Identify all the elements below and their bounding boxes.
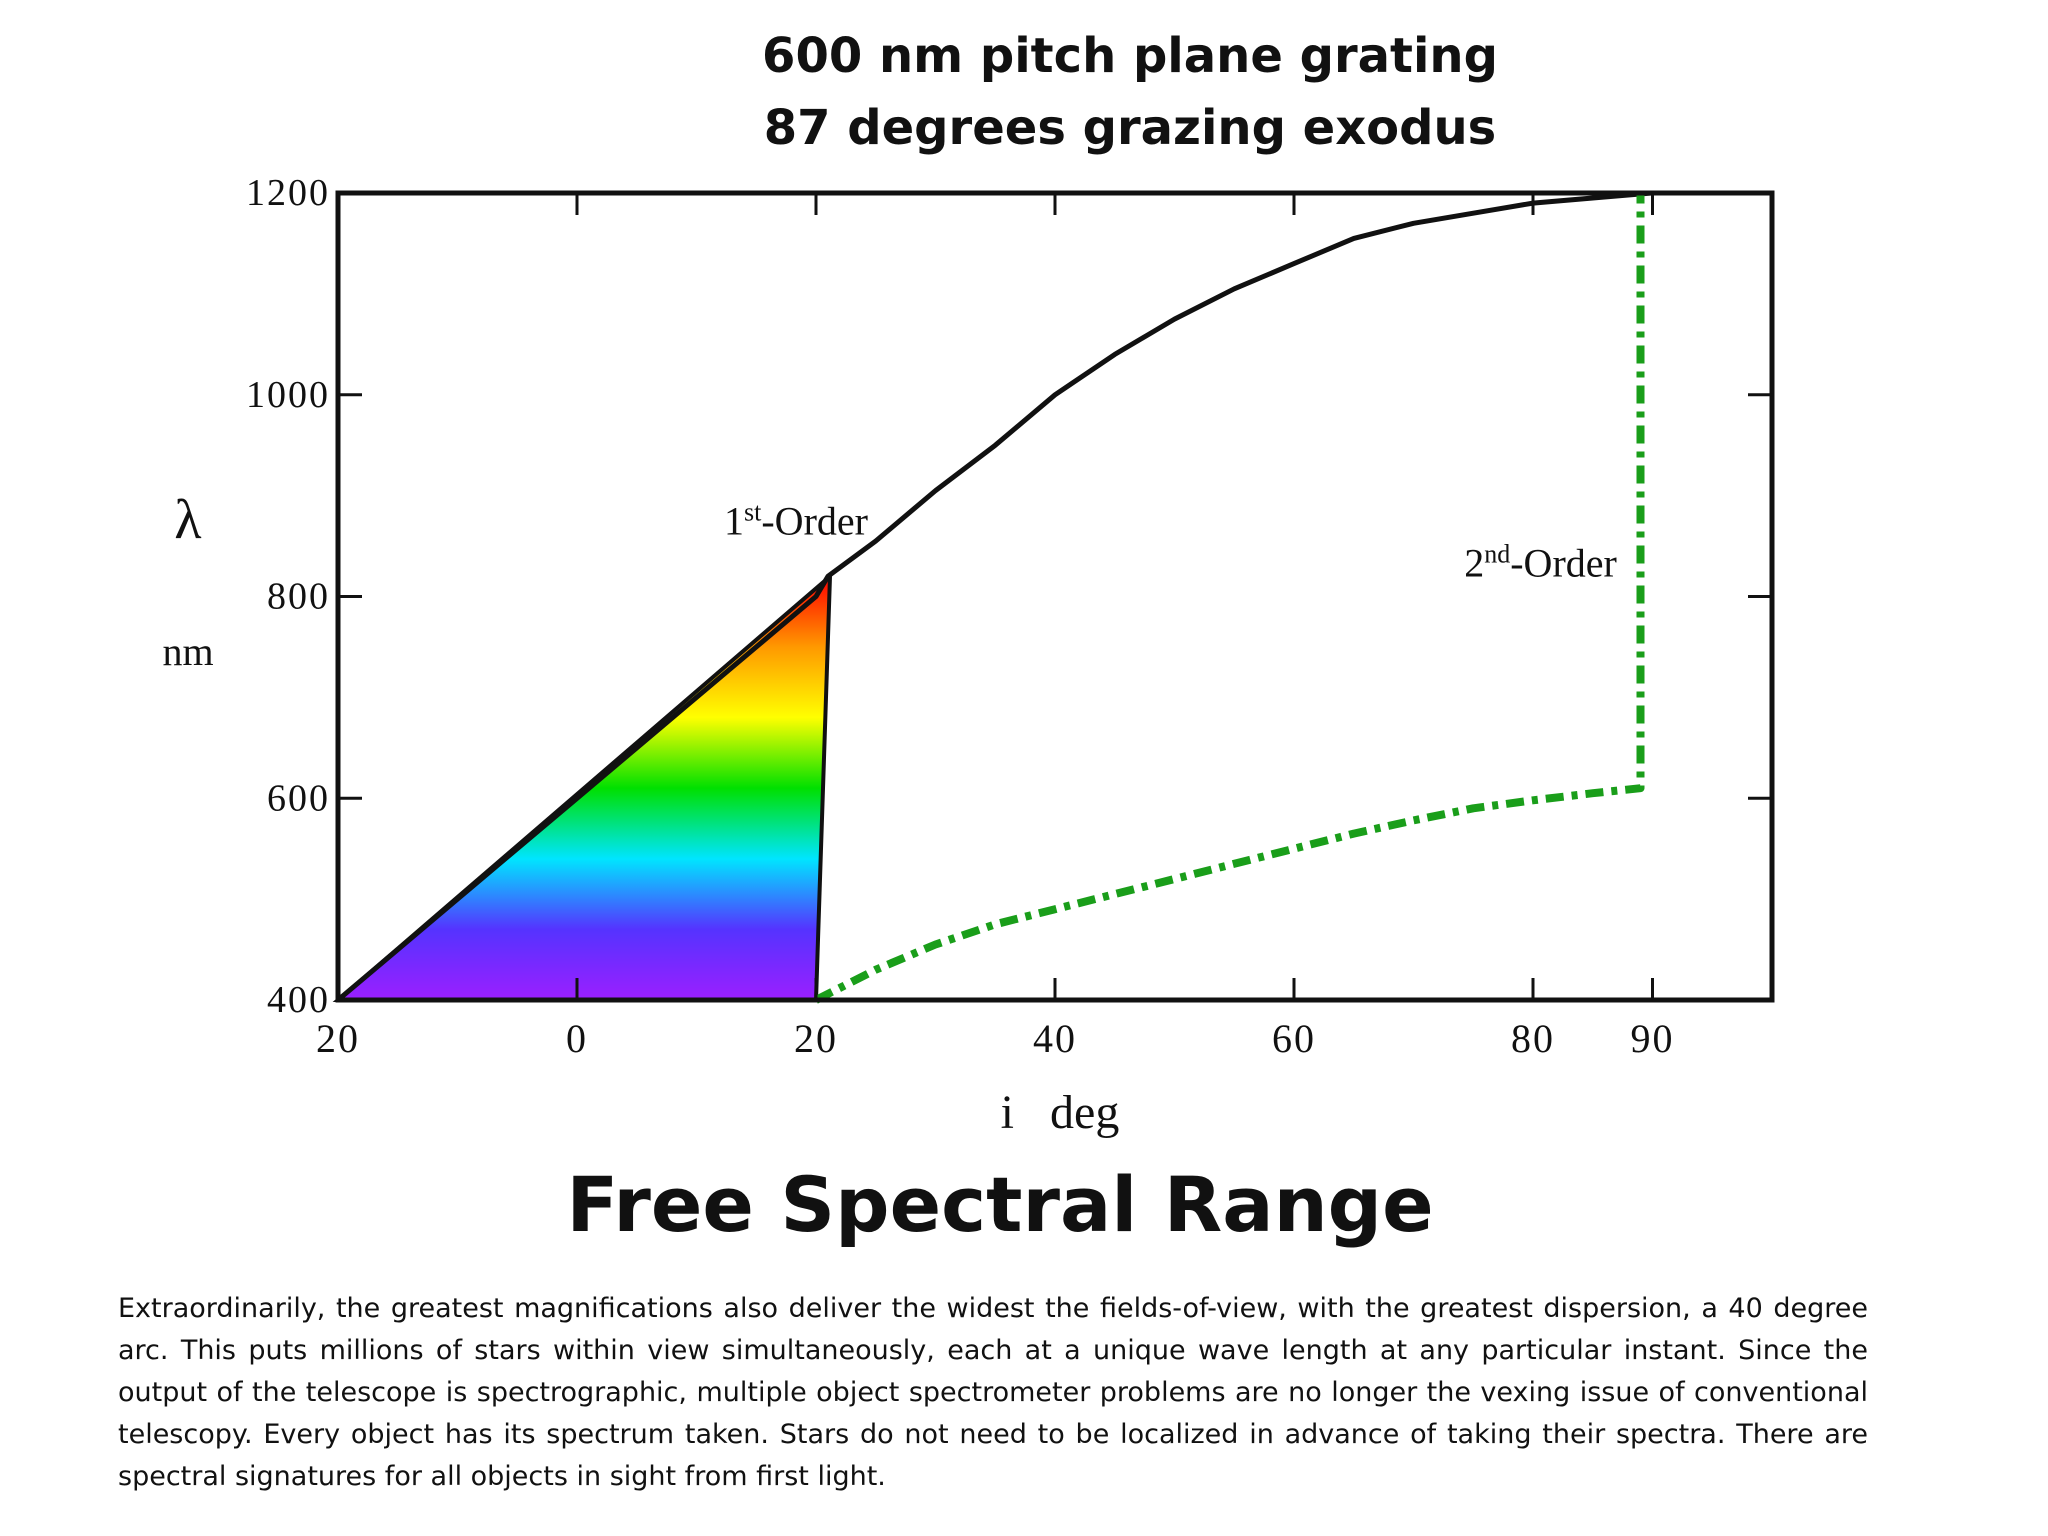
second-order-label: 2nd-Order [1464,540,1617,586]
x-axis-label: i deg [1001,1086,1120,1139]
x-tick-label: 20 [316,1016,360,1061]
label-layer: 20 0 20 40 60 80 90400600800100012001st-Order2… [246,172,1675,1061]
order-label-text: -Order [1510,541,1617,586]
x-tick-label: 40 [1033,1016,1077,1061]
order-label-superscript: nd [1484,540,1510,569]
first-order-label: 1st-Order [724,497,868,543]
chart-title: 600 nm pitch plane grating [762,28,1498,84]
free-spectral-range-heading: Free Spectral Range [566,1160,1434,1249]
chart-subtitle: 87 degrees grazing exodus [763,100,1497,156]
y-tick-label: 800 [267,576,330,618]
order-label-text: -Order [761,498,868,543]
x-tick-label: 60 [1272,1016,1316,1061]
second-order-series-line [814,193,1645,1004]
x-tick-label: 0 [566,1016,588,1061]
y-axis-symbol: λ [174,489,201,551]
chart: 20 0 20 40 60 80 90400600800100012001st-Order2… [162,172,1775,1139]
order-label-superscript: st [744,497,762,526]
order-label-number: 1 [724,498,744,543]
x-tick-label: 80 [1511,1016,1555,1061]
y-axis-unit: nm [162,629,213,674]
y-tick-label: 600 [267,777,330,819]
y-tick-label: 1200 [246,172,330,214]
x-tick-label: 90 [1631,1016,1675,1061]
y-tick-label: 1000 [246,374,330,416]
description-paragraph: Extraordinarily, the greatest magnificat… [118,1293,1868,1492]
first-order-series-line [336,190,1653,1002]
y-tick-label: 400 [267,979,330,1021]
series-layer [336,190,1653,1004]
order-label-number: 2 [1464,541,1484,586]
x-tick-label: 20 [794,1016,838,1061]
tick-layer [336,191,1772,1002]
